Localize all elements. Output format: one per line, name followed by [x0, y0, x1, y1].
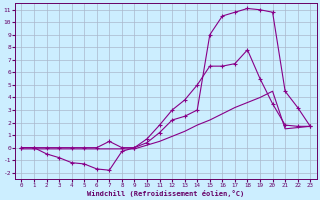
X-axis label: Windchill (Refroidissement éolien,°C): Windchill (Refroidissement éolien,°C): [87, 190, 244, 197]
